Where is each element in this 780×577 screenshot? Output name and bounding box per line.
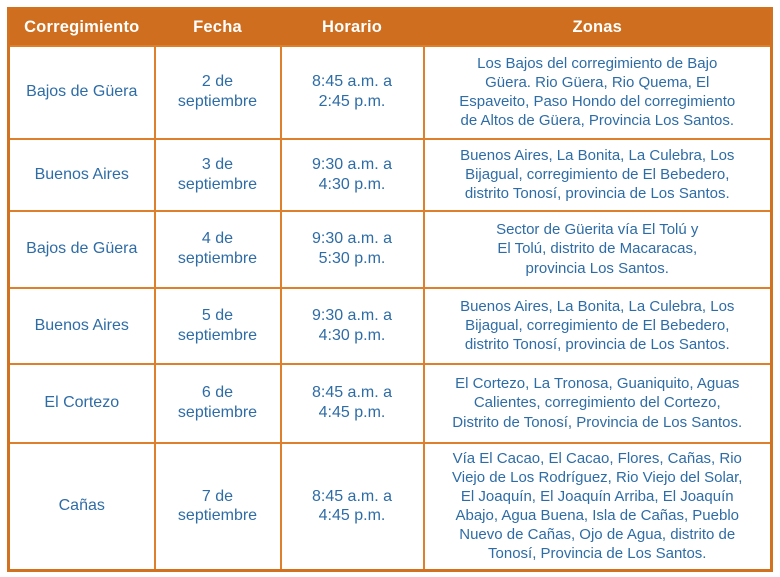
cell-horario: 8:45 a.m. a 2:45 p.m. — [279, 44, 425, 140]
cell-horario: 8:45 a.m. a 4:45 p.m. — [279, 362, 425, 444]
table-row: Buenos Aires 5 de septiembre 9:30 a.m. a… — [7, 286, 773, 365]
cell-fecha: 6 de septiembre — [153, 362, 282, 444]
cell-corregimiento: Bajos de Güera — [7, 44, 156, 140]
column-header-corregimiento: Corregimiento — [7, 7, 156, 47]
cell-zonas: El Cortezo, La Tronosa, Guaniquito, Agua… — [422, 362, 773, 444]
cell-fecha: 5 de septiembre — [153, 286, 282, 365]
cell-fecha: 3 de septiembre — [153, 137, 282, 212]
table-row: El Cortezo 6 de septiembre 8:45 a.m. a 4… — [7, 362, 773, 444]
cell-fecha: 4 de septiembre — [153, 209, 282, 289]
cell-corregimiento: Bajos de Güera — [7, 209, 156, 289]
table-row: Bajos de Güera 2 de septiembre 8:45 a.m.… — [7, 44, 773, 140]
cell-fecha: 2 de septiembre — [153, 44, 282, 140]
cell-horario: 9:30 a.m. a 4:30 p.m. — [279, 137, 425, 212]
schedule-table-container: Corregimiento Fecha Horario Zonas Bajos … — [7, 7, 773, 572]
cell-horario: 8:45 a.m. a 4:45 p.m. — [279, 441, 425, 572]
table-row: Bajos de Güera 4 de septiembre 9:30 a.m.… — [7, 209, 773, 289]
cell-zonas: Vía El Cacao, El Cacao, Flores, Cañas, R… — [422, 441, 773, 572]
cell-zonas: Sector de Güerita vía El Tolú y El Tolú,… — [422, 209, 773, 289]
table-row: Buenos Aires 3 de septiembre 9:30 a.m. a… — [7, 137, 773, 212]
cell-horario: 9:30 a.m. a 5:30 p.m. — [279, 209, 425, 289]
cell-zonas: Buenos Aires, La Bonita, La Culebra, Los… — [422, 286, 773, 365]
cell-corregimiento: El Cortezo — [7, 362, 156, 444]
schedule-table: Corregimiento Fecha Horario Zonas Bajos … — [7, 7, 773, 572]
table-row: Cañas 7 de septiembre 8:45 a.m. a 4:45 p… — [7, 441, 773, 572]
cell-fecha: 7 de septiembre — [153, 441, 282, 572]
cell-corregimiento: Buenos Aires — [7, 286, 156, 365]
column-header-fecha: Fecha — [153, 7, 282, 47]
cell-zonas: Los Bajos del corregimiento de Bajo Güer… — [422, 44, 773, 140]
cell-horario: 9:30 a.m. a 4:30 p.m. — [279, 286, 425, 365]
cell-corregimiento: Cañas — [7, 441, 156, 572]
header-row: Corregimiento Fecha Horario Zonas — [7, 7, 773, 47]
column-header-horario: Horario — [279, 7, 425, 47]
cell-corregimiento: Buenos Aires — [7, 137, 156, 212]
column-header-zonas: Zonas — [422, 7, 773, 47]
cell-zonas: Buenos Aires, La Bonita, La Culebra, Los… — [422, 137, 773, 212]
